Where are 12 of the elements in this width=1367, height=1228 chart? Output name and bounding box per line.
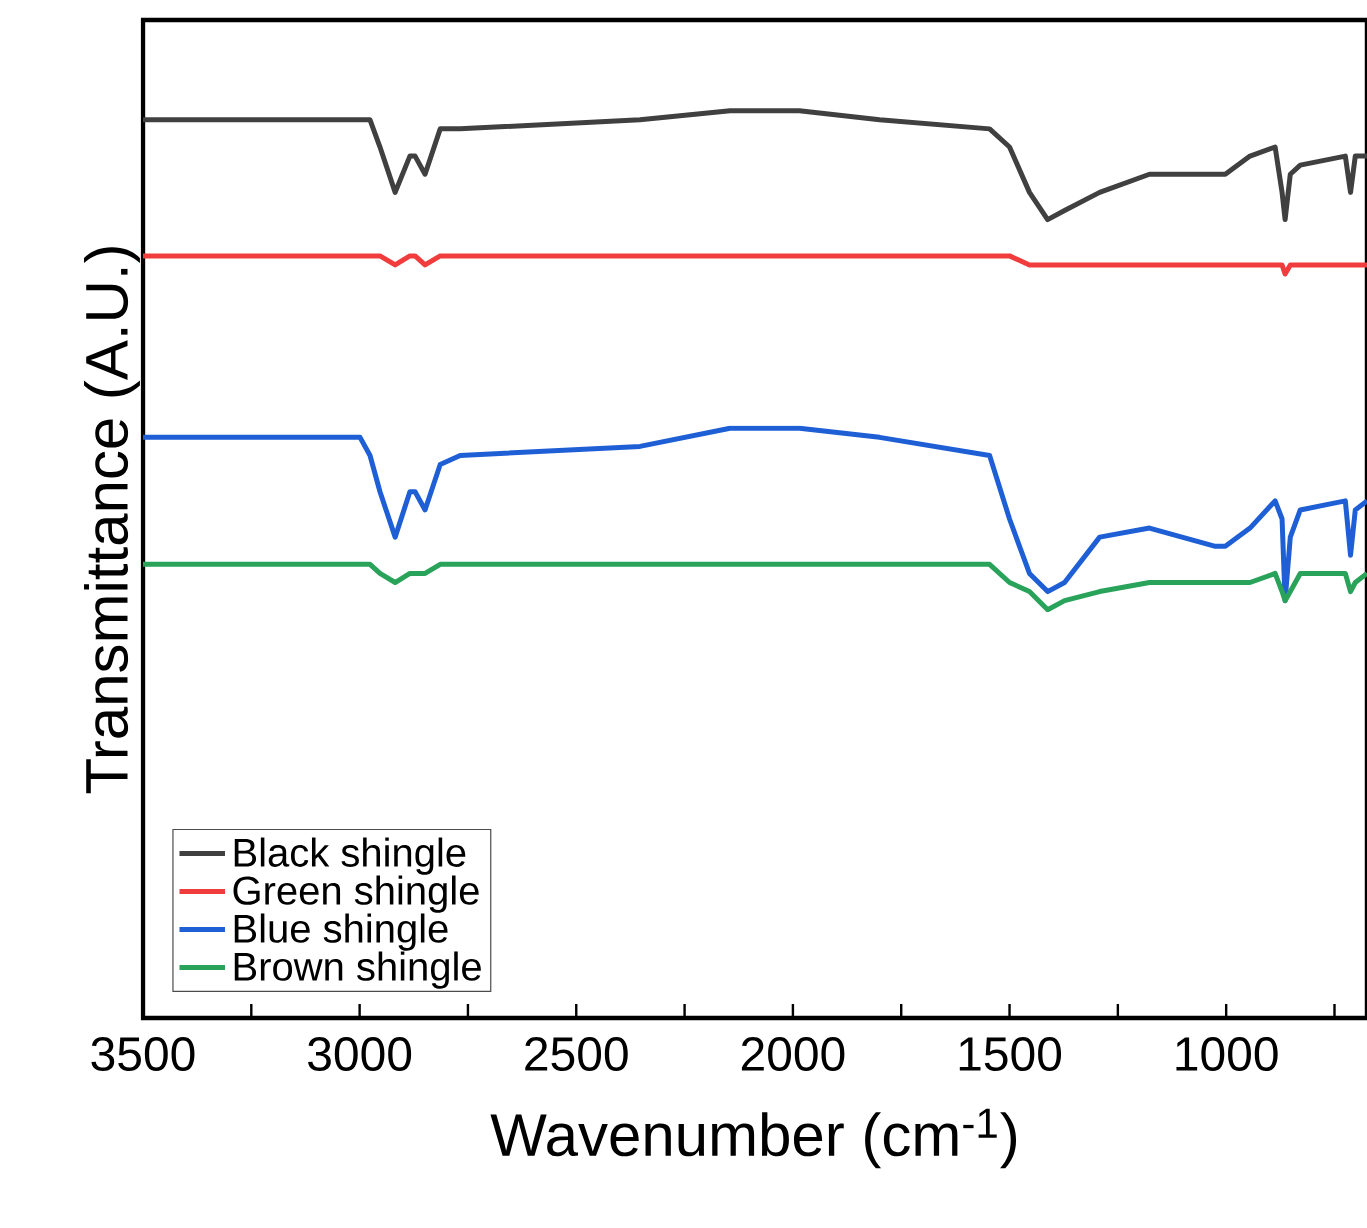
legend-label: Green shingle	[233, 875, 479, 913]
x-tick-label: 1500	[959, 1037, 1062, 1072]
legend-label: Black shingle	[234, 837, 466, 875]
legend-label: Blue shingle	[234, 913, 448, 951]
x-tick-label: 2500	[525, 1037, 628, 1072]
x-tick-label: 1000	[1176, 1037, 1278, 1072]
x-tick-label: 2000	[741, 1037, 845, 1072]
x-tick-label: 3000	[308, 1037, 412, 1072]
x-axis-title: Wavenumber (cm$^{-1}$)	[490, 1108, 1017, 1169]
legend-label: Brown shingle	[234, 951, 481, 989]
x-tick-label: 3500	[91, 1037, 195, 1072]
y-axis-title: Transmittance (A.U.)	[84, 247, 140, 794]
